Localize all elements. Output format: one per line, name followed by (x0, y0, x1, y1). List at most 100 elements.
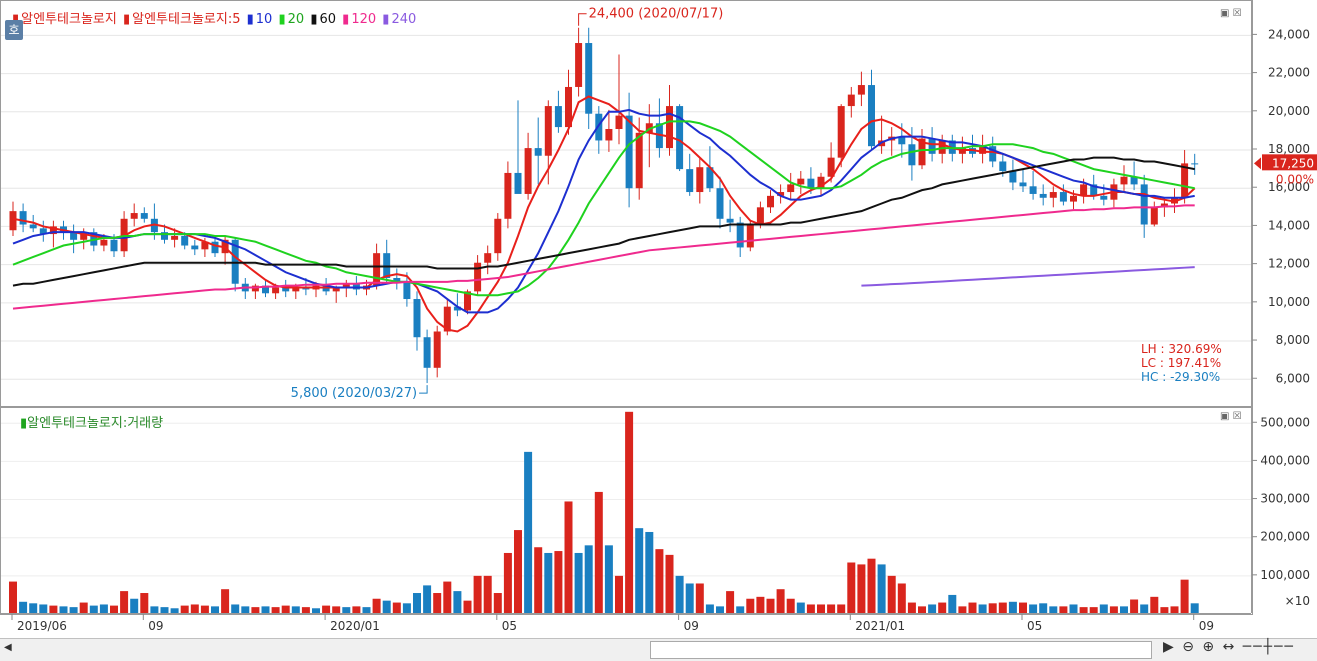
candle-body (433, 331, 441, 368)
date-tick-label: 09 (1199, 619, 1214, 633)
candle-body (504, 172, 512, 219)
volume-bar (786, 598, 795, 614)
date-tick-label: 09 (148, 619, 163, 633)
volume-bar (514, 530, 522, 614)
volume-bar (130, 598, 139, 614)
price-chart-svg[interactable]: 24,400 (2020/07/17) 5,800 (2020/03/27) LH … (1, 1, 1252, 406)
candle-body (191, 245, 199, 250)
stat-lh: LH : 320.69% (1141, 342, 1222, 356)
volume-bar (251, 607, 260, 614)
candle-body (686, 169, 694, 193)
last-price-arrow-icon (1254, 157, 1261, 170)
candle-body (272, 287, 280, 294)
volume-axis: 100,000 200,000 300,000 400,000 500,000 ×10 (1251, 407, 1317, 613)
scroll-left-icon[interactable]: ◀ (4, 642, 12, 653)
zoom-slider-icon[interactable]: ──┼── (1242, 639, 1295, 655)
volume-bar (716, 606, 724, 614)
volume-bar (493, 593, 502, 614)
volume-bar (877, 564, 886, 614)
ma-line-5 (12, 95, 1196, 333)
volume-bar (766, 598, 775, 614)
volume-bar (988, 603, 997, 614)
fit-icon[interactable]: ↔ (1222, 639, 1237, 655)
candle-body (1150, 207, 1158, 225)
scroll-right-icon[interactable]: ▶ (1163, 639, 1176, 655)
candle-body (1100, 195, 1108, 200)
ma-line-20 (12, 120, 1195, 297)
volume-bar (413, 593, 421, 614)
panel-window-buttons[interactable]: ▣ ☒ (1220, 8, 1242, 19)
candle-body (554, 106, 562, 128)
volume-bar (312, 608, 320, 614)
volume-bar (574, 552, 583, 614)
volume-bar (362, 607, 371, 614)
volume-chart-svg[interactable] (1, 408, 1252, 614)
volume-bar (352, 606, 361, 614)
candle-body (171, 235, 179, 240)
candle-body (797, 178, 805, 185)
volume-tick-label: 200,000 (1260, 530, 1310, 544)
scroll-thumb[interactable] (650, 641, 1152, 659)
candle-body (292, 287, 300, 292)
volume-bar (69, 607, 78, 614)
volume-bar (776, 589, 785, 614)
volume-bar (1170, 606, 1179, 614)
volume-chart-panel[interactable] (0, 407, 1253, 615)
volume-tick-label: 100,000 (1260, 568, 1310, 582)
volume-bar (200, 605, 209, 614)
volume-bar (79, 602, 88, 614)
bottom-scrollbar[interactable]: ◀ ▶ ⊖ ⊕ ↔ ──┼── (0, 638, 1317, 661)
volume-bar (160, 607, 169, 614)
quote-tag[interactable]: 호 (5, 20, 23, 40)
volume-bar (544, 552, 553, 614)
volume-bar (736, 606, 745, 614)
legend-item-ma60: 60 (319, 12, 337, 27)
zoom-out-icon[interactable]: ⊖ (1182, 639, 1196, 655)
volume-bar (241, 606, 250, 614)
candle-body (736, 222, 744, 248)
last-price-box (1262, 154, 1317, 171)
volume-bar (958, 606, 967, 614)
volume-bar (9, 581, 17, 614)
volume-bar (1180, 579, 1189, 614)
zoom-in-icon[interactable]: ⊕ (1202, 639, 1217, 655)
date-tick-label: 2019/06 (17, 619, 67, 633)
volume-bar (433, 593, 442, 614)
volume-bar (261, 606, 270, 614)
legend-marker-icon: ▮ (12, 12, 19, 27)
candle-body (625, 115, 633, 189)
volume-bar (342, 607, 351, 614)
price-tick-label: 24,000 (1268, 27, 1310, 41)
candle-body (29, 224, 37, 229)
legend-item-volume: 알엔투테크놀로지:거래량 (27, 416, 164, 431)
candle-body (706, 167, 714, 189)
volume-bar (1160, 607, 1169, 614)
price-chart-panel[interactable]: 24,400 (2020/07/17) 5,800 (2020/03/27) LH … (0, 0, 1253, 407)
volume-bar (402, 603, 411, 614)
candle-body (181, 235, 189, 246)
volume-bar (1099, 604, 1108, 614)
candle-body (262, 285, 269, 294)
volume-bar (746, 598, 755, 614)
volume-bar (332, 606, 341, 614)
volume-bar (584, 545, 593, 614)
volume-bar (938, 602, 947, 614)
volume-bar (221, 589, 230, 614)
volume-window-buttons[interactable]: ▣ ☒ (1220, 411, 1242, 422)
candle-body (130, 213, 138, 219)
zoom-controls[interactable]: ▶ ⊖ ⊕ ↔ ──┼── (1163, 639, 1295, 655)
candle-body (756, 207, 764, 225)
volume-bar (857, 564, 866, 614)
candle-body (110, 239, 118, 252)
legend-marker-icon: ▮ (382, 12, 390, 27)
volume-bar (423, 585, 432, 614)
candle-body (1120, 176, 1128, 185)
legend-item-ma240: 240 (391, 12, 417, 27)
volume-bar (1130, 599, 1139, 614)
price-axis: 6,000 8,000 10,000 12,000 14,000 16,000 18,000… (1246, 0, 1317, 406)
candle-body (413, 299, 421, 338)
candle-body (1130, 176, 1138, 185)
candle-body (918, 138, 926, 166)
volume-bar (110, 605, 118, 614)
candle-body (746, 224, 754, 248)
